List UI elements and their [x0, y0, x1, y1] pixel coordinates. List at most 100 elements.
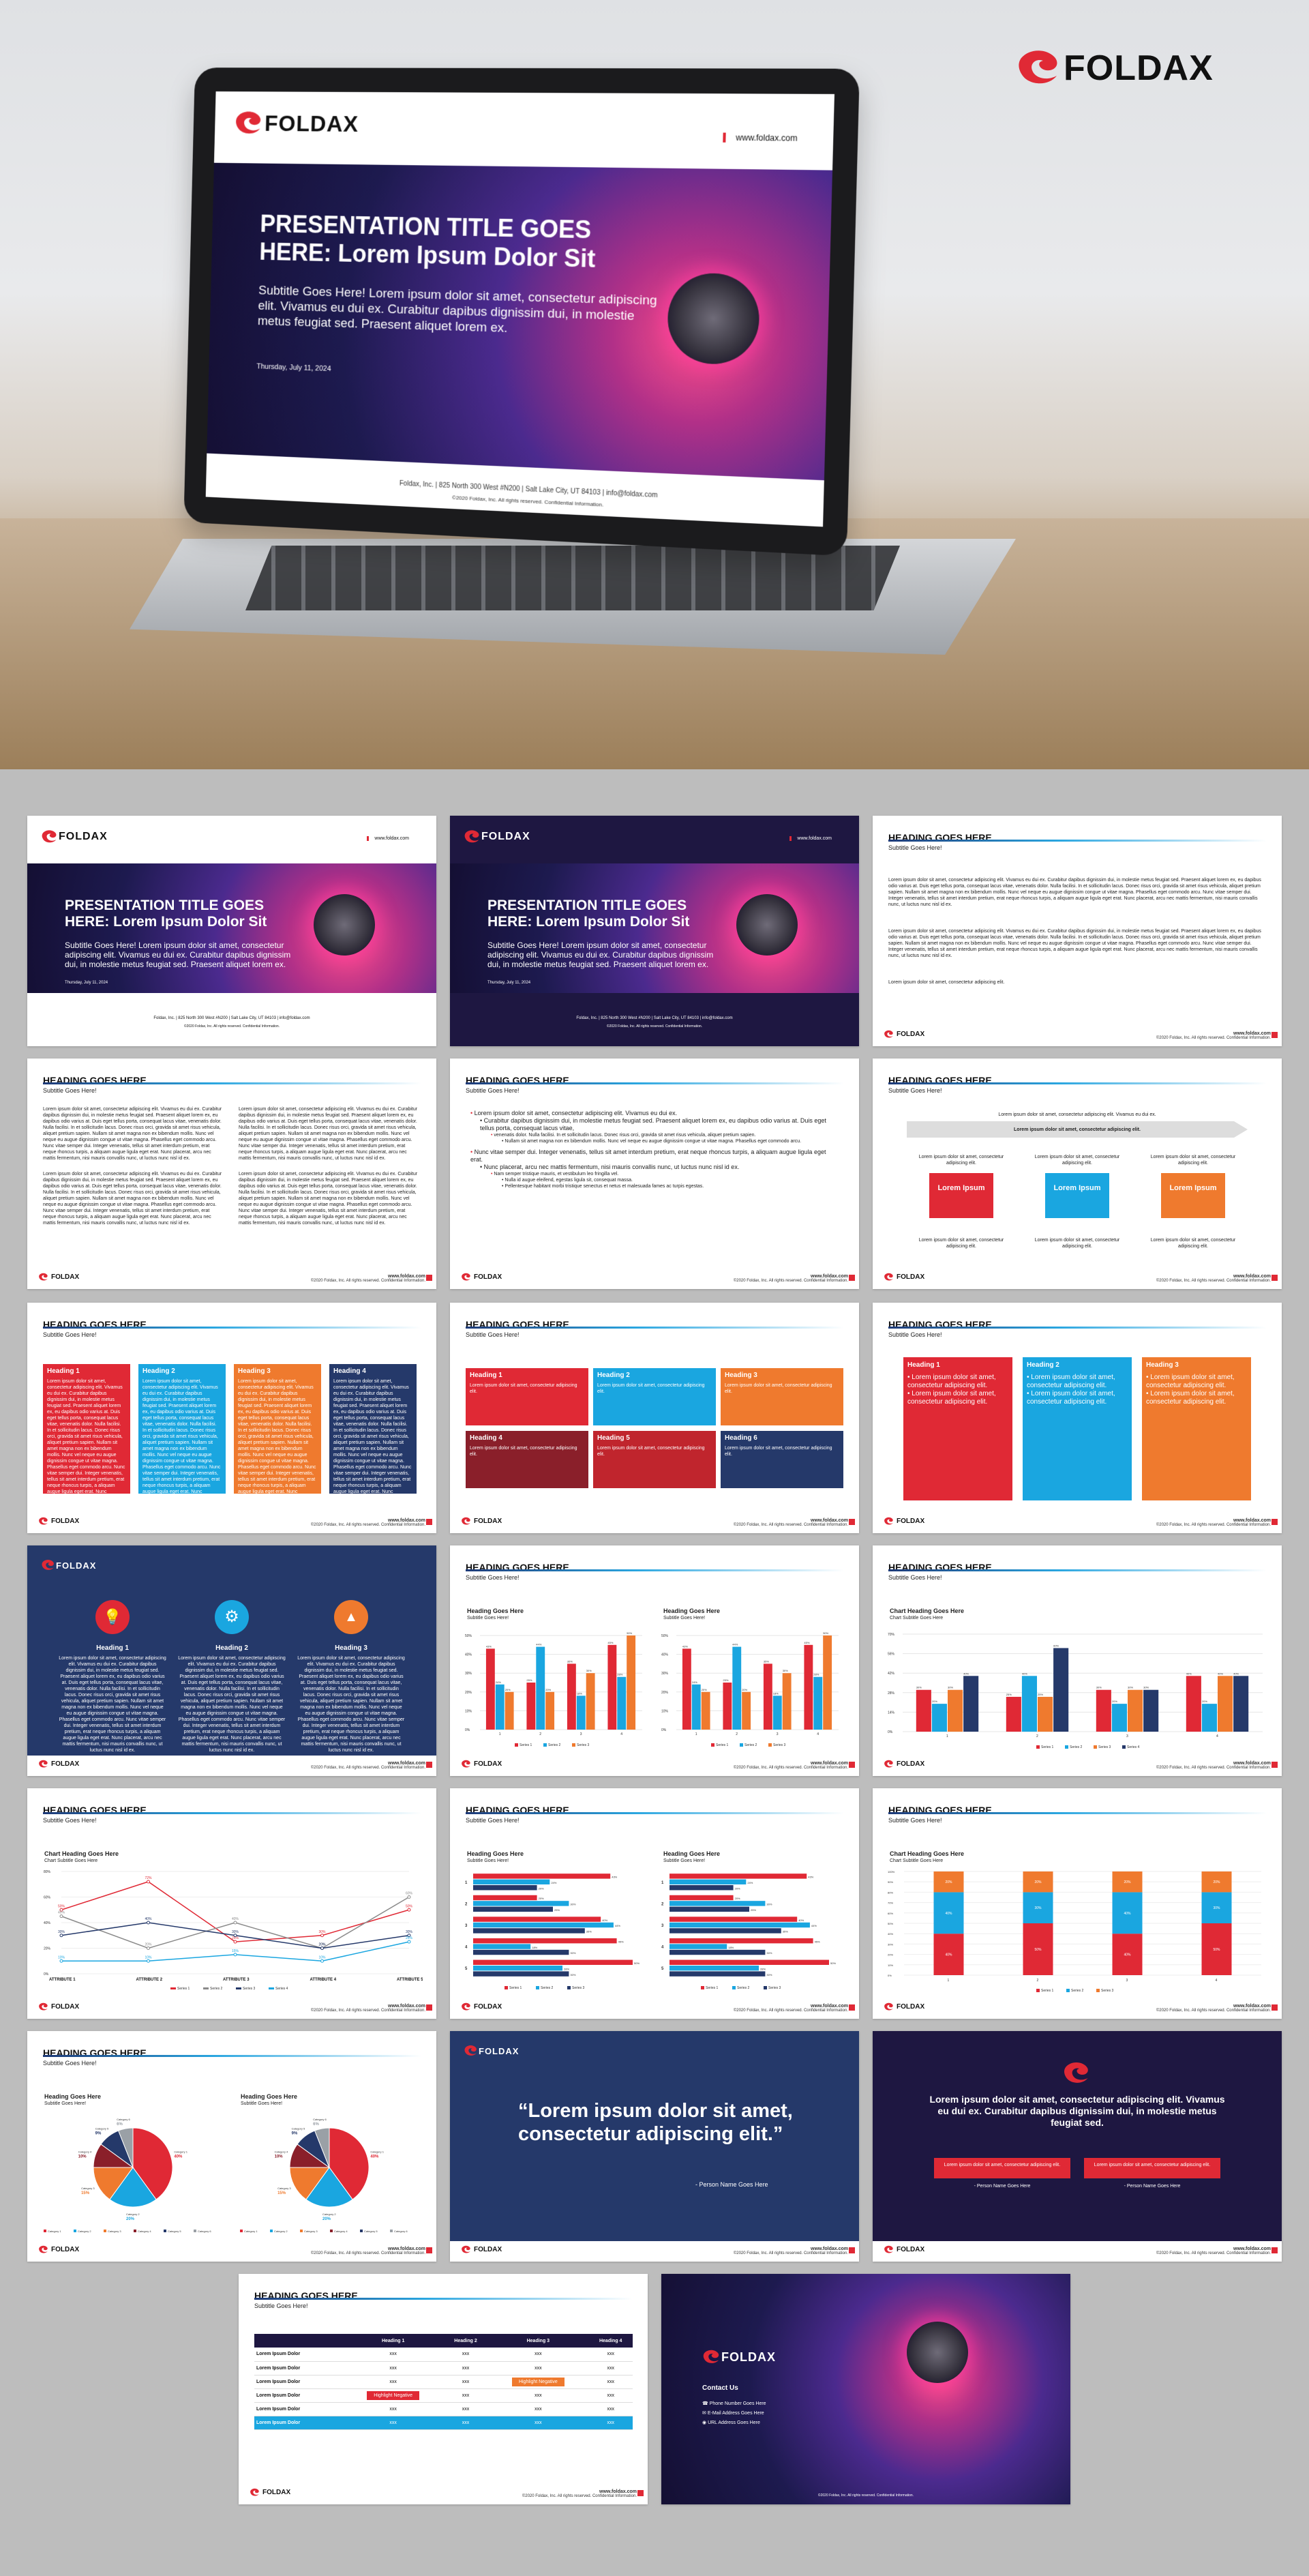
slide-stacked-chart[interactable]: HEADING GOES HERE Subtitle Goes Here! Ch… — [873, 1788, 1282, 2019]
legend-swatch — [104, 2230, 106, 2232]
slide-bar-charts[interactable]: HEADING GOES HERE Subtitle Goes Here! He… — [450, 1788, 859, 2019]
legend-swatch — [1036, 1989, 1040, 1992]
slide-process[interactable]: HEADING GOES HERE Subtitle Goes Here! Lo… — [873, 1058, 1282, 1289]
chart-subtitle-right: Subtitle Goes Here! — [663, 1858, 705, 1864]
footer-copyright: ©2020 Foldax, Inc. All rights reserved. … — [1156, 1766, 1271, 1770]
data-label: 40% — [1218, 1672, 1223, 1675]
data-point — [147, 1947, 150, 1950]
slide-contact[interactable]: FOLDAX Contact Us ☎ Phone Number Goes He… — [661, 2274, 1070, 2504]
bar — [473, 1916, 601, 1921]
footer-copyright: ©2020 Foldax, Inc. All rights reserved. … — [734, 1279, 848, 1283]
slice-category-label: Category 5 — [95, 2127, 109, 2131]
brand-wordmark: FOLDAX — [56, 1560, 96, 1571]
chart-title: Chart Heading Goes Here — [890, 1608, 964, 1614]
footer-logo: FOLDAX — [250, 2488, 290, 2497]
slide-title-white[interactable]: FOLDAX www.foldax.com PRESENTATION TITLE… — [27, 816, 436, 1046]
slide-bullets[interactable]: HEADING GOES HERE Subtitle Goes Here! • … — [450, 1058, 859, 1289]
data-label: 40% — [1124, 1912, 1132, 1916]
legend-swatch — [536, 1986, 539, 1989]
footer-copyright: ©2020 Foldax, Inc. All rights reserved. … — [1156, 2251, 1271, 2255]
slide-banner: PRESENTATION TITLE GOES HERE: Lorem Ipsum… — [27, 863, 436, 993]
y-tick-label: 0% — [44, 1972, 49, 1977]
slide-two-column-charts[interactable]: HEADING GOES HERE Subtitle Goes Here! He… — [450, 1545, 859, 1776]
footer-url: www.foldax.com — [311, 1274, 425, 1279]
heading-rule — [466, 1327, 844, 1329]
data-label: 28% — [617, 1673, 622, 1676]
slide-3-boxes[interactable]: HEADING GOES HERE Subtitle Goes Here! He… — [873, 1303, 1282, 1533]
data-label: 30% — [319, 1930, 327, 1934]
y-tick-label: 1 — [465, 1881, 468, 1885]
data-label: 45% — [618, 1940, 624, 1943]
table-cell: xxx — [444, 2388, 488, 2402]
slice-value-label: 20% — [322, 2217, 331, 2221]
slide-quote[interactable]: FOLDAX “Lorem ipsum dolor sit amet, cons… — [450, 2031, 859, 2262]
footer-logo: FOLDAX — [38, 1517, 79, 1526]
data-label: 20% — [735, 1897, 740, 1900]
slide-table[interactable]: HEADING GOES HERE Subtitle Goes Here! He… — [239, 2274, 648, 2504]
bar — [783, 1673, 792, 1730]
data-label: 15% — [232, 1949, 239, 1953]
data-label: 60% — [1053, 1644, 1059, 1647]
slide-pie-charts[interactable]: HEADING GOES HERE Subtitle Goes Here! He… — [27, 2031, 436, 2262]
y-tick-label: 30% — [465, 1672, 472, 1676]
x-tick-label: 2 — [1037, 1979, 1039, 1983]
data-label: 44% — [615, 1924, 620, 1927]
slide-line-chart[interactable]: HEADING GOES HERE Subtitle Goes Here! Ch… — [27, 1788, 436, 2019]
table-header: Heading 1 — [343, 2334, 444, 2348]
data-label: 30% — [570, 1903, 575, 1906]
data-label: 30% — [570, 1973, 575, 1977]
slide-text-full[interactable]: HEADING GOES HERE Subtitle Goes Here! Lo… — [873, 816, 1282, 1046]
table-cell: xxx — [487, 2348, 588, 2361]
slide-text-2col[interactable]: HEADING GOES HERE Subtitle Goes Here! Lo… — [27, 1058, 436, 1289]
chart-subtitle-left: Subtitle Goes Here! — [467, 1615, 509, 1621]
bar — [702, 1692, 710, 1730]
y-tick-label: 70% — [888, 1901, 893, 1905]
legend-label: Category 2 — [274, 2230, 288, 2233]
y-tick-label: 60% — [44, 1896, 51, 1900]
row-label: Lorem Ipsum Dolor — [254, 2361, 343, 2375]
footer-meta: www.foldax.com ©2020 Foldax, Inc. All rig… — [1156, 1761, 1271, 1770]
footer-meta: www.foldax.com ©2020 Foldax, Inc. All rig… — [1156, 1031, 1271, 1040]
data-point — [147, 1921, 150, 1924]
data-label: 50% — [406, 1904, 413, 1908]
foldax-logo-icon — [884, 1760, 894, 1768]
data-label: 20% — [932, 1700, 937, 1703]
footer-meta: www.foldax.com ©2020 Foldax, Inc. All rig… — [311, 1518, 425, 1527]
foldax-logo-icon — [234, 110, 265, 136]
slide-title-navy[interactable]: FOLDAX www.foldax.com PRESENTATION TITLE… — [450, 816, 859, 1046]
data-label: 28% — [813, 1673, 819, 1676]
bar — [473, 1944, 530, 1949]
foldax-logo-icon — [38, 2002, 49, 2011]
data-label: 43% — [612, 1876, 617, 1879]
table-row: Lorem Ipsum Dolor xxx xxx xxx xxx — [254, 2348, 633, 2361]
x-tick-label: 1 — [499, 1732, 501, 1736]
footer-wordmark: FOLDAX — [897, 2003, 924, 2011]
valve-image — [314, 894, 375, 956]
slide-icons[interactable]: FOLDAX 💡 ⚙ ▲ Heading 1 Lorem ipsum dolor … — [27, 1545, 436, 1776]
legend-swatch — [203, 1987, 209, 1989]
slide-subheading: Subtitle Goes Here! — [888, 844, 942, 851]
valve-image — [667, 272, 760, 365]
foldax-logo-icon — [41, 829, 59, 844]
quote-author: - Person Name Goes Here — [695, 2181, 768, 2188]
slide-6-boxes[interactable]: HEADING GOES HERE Subtitle Goes Here! He… — [450, 1303, 859, 1533]
footer-url: www.foldax.com — [311, 1761, 425, 1766]
data-label: 10% — [145, 1955, 153, 1959]
slide-statement[interactable]: Lorem ipsum dolor sit amet, consectetur … — [873, 2031, 1282, 2262]
table-cell: xxx — [588, 2402, 633, 2416]
slide-4-boxes[interactable]: HEADING GOES HERE Subtitle Goes Here! He… — [27, 1303, 436, 1533]
slide-date: Thursday, July 11, 2024 — [487, 981, 530, 985]
y-tick-label: 60% — [888, 1912, 893, 1915]
box-heading-1: Heading 1 Lorem ipsum dolor sit amet, con… — [43, 1364, 130, 1494]
foldax-logo-icon — [461, 2002, 472, 2011]
footer-url: www.foldax.com — [734, 1518, 848, 1523]
box-heading-1: Heading 1 Lorem ipsum dolor sit amet, con… — [466, 1368, 588, 1425]
hero-logo: FOLDAX — [1016, 48, 1214, 89]
brand-wordmark: FOLDAX — [479, 2046, 519, 2056]
slide-column-chart[interactable]: HEADING GOES HERE Subtitle Goes Here! Ch… — [873, 1545, 1282, 1776]
heading-rule — [466, 1812, 844, 1814]
legend-label: Category 2 — [78, 2230, 91, 2233]
x-tick-label: ATTRIBUTE 1 — [49, 1978, 76, 1982]
table-cell: xxx — [444, 2348, 488, 2361]
data-label: 30% — [916, 1686, 922, 1689]
